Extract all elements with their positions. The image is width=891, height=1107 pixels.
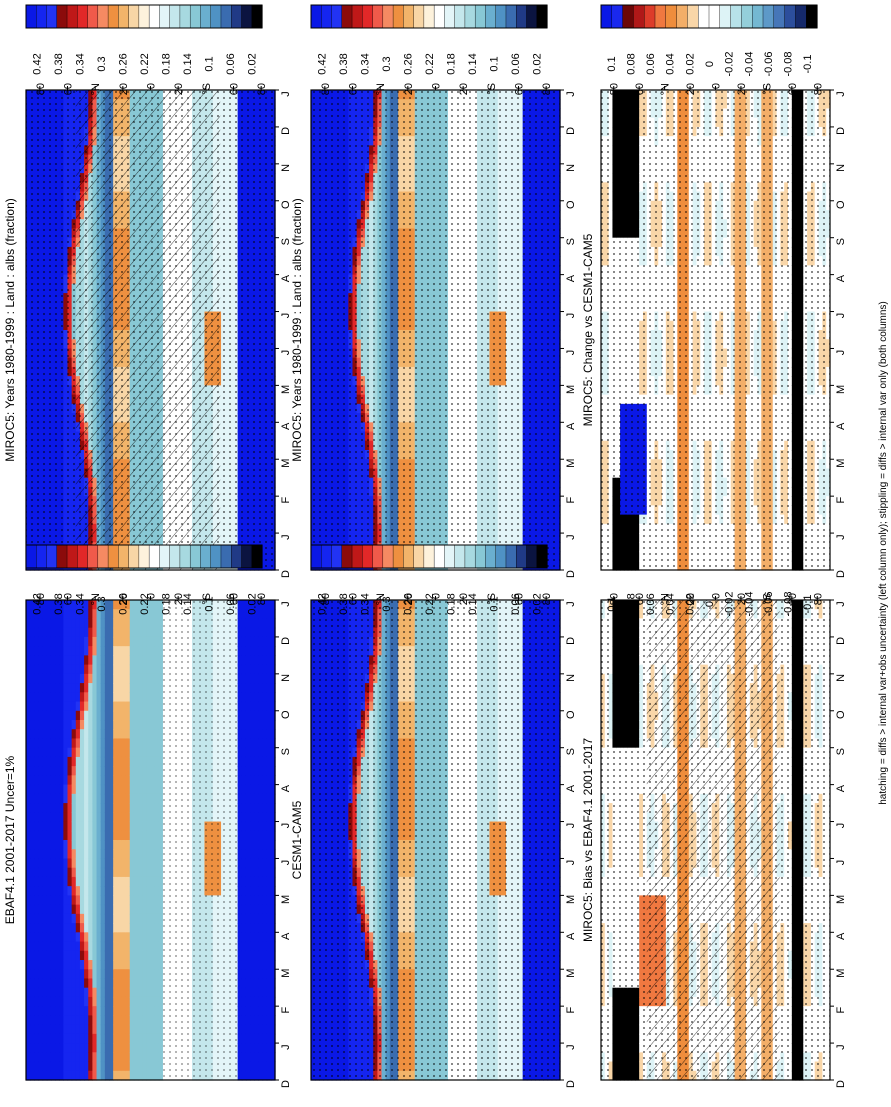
lat-tick-label: 0 (146, 83, 158, 89)
colorbar-label: 0.26 (118, 53, 130, 74)
month-tick-label: N (280, 164, 292, 172)
colorbar-swatch (241, 4, 253, 29)
colorbar-swatch (36, 4, 48, 29)
colorbar-swatch (159, 4, 171, 29)
colorbar-label: 0.34 (75, 53, 87, 74)
month-tick-label: J (280, 350, 292, 356)
colorbar-swatch (179, 4, 191, 29)
month-axis: D J F M A M J J A S O N D J (275, 89, 292, 578)
lat-tick-label: 20 (173, 83, 185, 95)
lat-tick-label: 60 (63, 83, 75, 95)
month-tick-label: D (280, 570, 292, 578)
stippling (26, 90, 275, 570)
colorbar-label: 0.38 (53, 53, 65, 74)
month-tick-label: O (280, 200, 292, 209)
colorbar-swatch (169, 4, 181, 29)
colorbar: 0.42 0.38 0.34 0.3 0.26 0.22 0.18 0.14 0.1 0.06 0.… (25, 4, 263, 75)
month-tick-label: A (280, 422, 292, 430)
lat-tick-label: 20 (118, 83, 130, 95)
lat-tick-label: °S (201, 83, 213, 95)
month-tick-label: J (280, 313, 292, 319)
panel-title: MIROC5: Years 1980-1999 : Land : albs (f… (3, 198, 17, 461)
colorbar-label: 0.18 (160, 53, 172, 74)
colorbar-swatch (138, 4, 150, 29)
month-tick-label: F (280, 497, 292, 504)
month-tick-label: M (280, 459, 292, 468)
colorbar-swatch (200, 4, 212, 29)
colorbar-label: 0.42 (32, 53, 44, 74)
lat-tick-label: 60 (229, 83, 241, 95)
colorbar-swatch (56, 4, 68, 29)
colorbar-swatch (231, 4, 243, 29)
colorbar-swatch (210, 4, 222, 29)
colorbar-swatch (66, 4, 78, 29)
lat-tick-label: °N (90, 83, 102, 95)
colorbar-swatch (25, 4, 37, 29)
colorbar-swatch (148, 4, 160, 29)
colorbar-swatch (77, 4, 89, 29)
colorbar-frame (25, 4, 263, 29)
colorbar-swatch (220, 4, 232, 29)
colorbar-swatch (251, 4, 263, 29)
significance-overlay (26, 90, 275, 570)
colorbar-label: 0.14 (182, 53, 194, 74)
colorbar-label: 0.02 (246, 53, 258, 74)
month-tick-label: A (280, 274, 292, 282)
colorbar-label: 0.06 (225, 53, 237, 74)
colorbar-swatch (107, 4, 119, 29)
lat-tick-label: 80 (35, 83, 47, 95)
colorbar-swatch (97, 4, 109, 29)
colorbar-swatch (128, 4, 140, 29)
lat-tick-label: 80 (256, 83, 268, 95)
lat-axis: 80 60 °N 20 0 20 °S 60 80 (35, 83, 268, 95)
colorbar-label: 0.1 (203, 56, 215, 71)
month-tick-label: D (280, 127, 292, 135)
month-tick-label: M (280, 385, 292, 394)
colorbar-swatch (189, 4, 202, 29)
colorbar-label: 0.3 (96, 56, 108, 71)
colorbar-swatch (87, 4, 99, 29)
colorbar-label: 0.22 (139, 53, 151, 74)
month-tick-label: J (280, 91, 292, 97)
month-tick-label: S (280, 238, 292, 245)
colorbar-swatch (46, 4, 58, 29)
month-tick-label: J (280, 534, 292, 540)
colorbar-swatch (118, 4, 130, 29)
